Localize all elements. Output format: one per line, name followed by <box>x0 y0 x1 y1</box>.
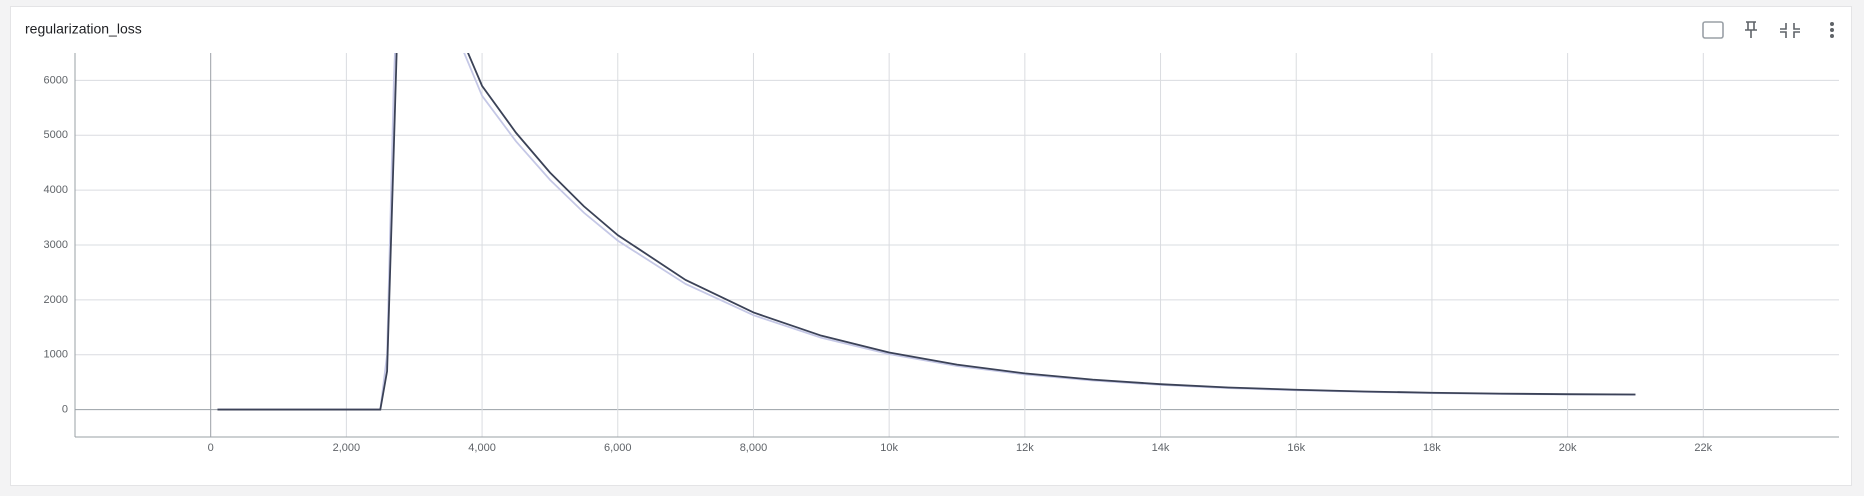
y-tick-label: 6000 <box>44 74 68 86</box>
y-tick-label: 1000 <box>44 349 68 361</box>
x-tick-label: 16k <box>1287 442 1305 454</box>
series-line <box>217 53 1636 411</box>
more-button[interactable] <box>1830 22 1834 38</box>
y-tick-label: 5000 <box>44 129 68 141</box>
card <box>10 6 1852 486</box>
x-tick-label: 14k <box>1152 442 1170 454</box>
y-tick-label: 3000 <box>44 239 68 251</box>
x-tick-label: 12k <box>1016 442 1034 454</box>
fit-domain-button[interactable] <box>1702 21 1724 39</box>
y-tick-label: 2000 <box>44 294 68 306</box>
x-tick-label: 8,000 <box>740 442 768 454</box>
collapse-button[interactable] <box>1780 23 1800 38</box>
x-tick-label: 10k <box>880 442 898 454</box>
pin-button[interactable] <box>1745 21 1757 38</box>
x-tick-label: 4,000 <box>468 442 496 454</box>
chart-title: regularization_loss <box>25 21 142 37</box>
y-tick-label: 4000 <box>44 184 68 196</box>
series-line <box>217 53 1636 411</box>
x-tick-label: 18k <box>1423 442 1441 454</box>
x-tick-label: 20k <box>1559 442 1577 454</box>
y-tick-label: 0 <box>62 403 68 415</box>
x-tick-label: 2,000 <box>333 442 361 454</box>
x-tick-label: 6,000 <box>604 442 632 454</box>
x-tick-label: 0 <box>208 442 214 454</box>
x-tick-label: 22k <box>1694 442 1712 454</box>
toolbar <box>1702 21 1834 39</box>
